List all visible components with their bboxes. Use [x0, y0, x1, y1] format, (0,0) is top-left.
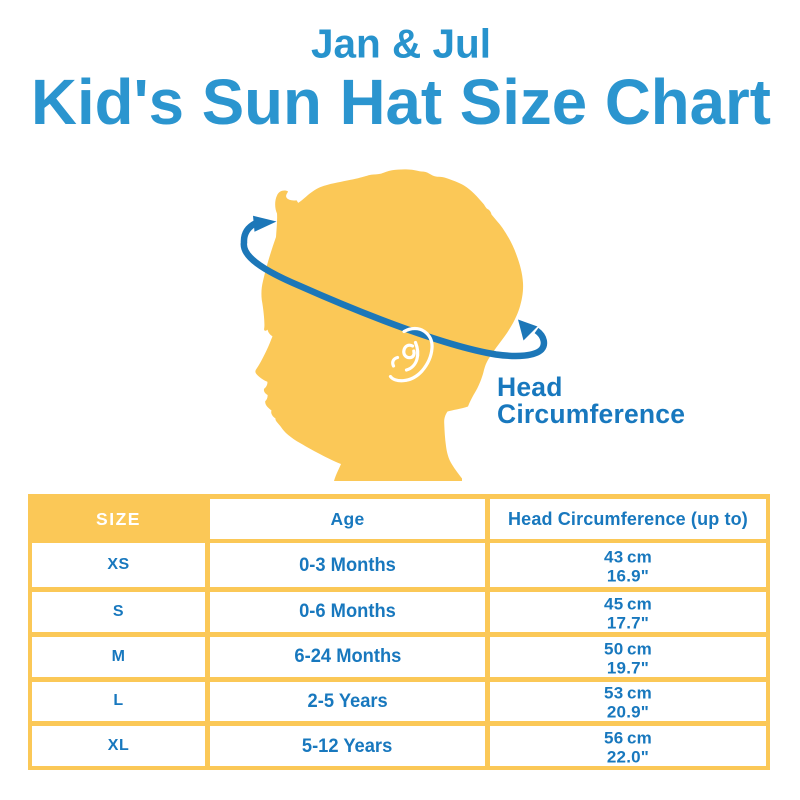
svg-text:Jan & Jul: Jan & Jul [311, 21, 491, 67]
svg-text:Kid's Sun Hat Size Chart: Kid's Sun Hat Size Chart [31, 66, 771, 138]
